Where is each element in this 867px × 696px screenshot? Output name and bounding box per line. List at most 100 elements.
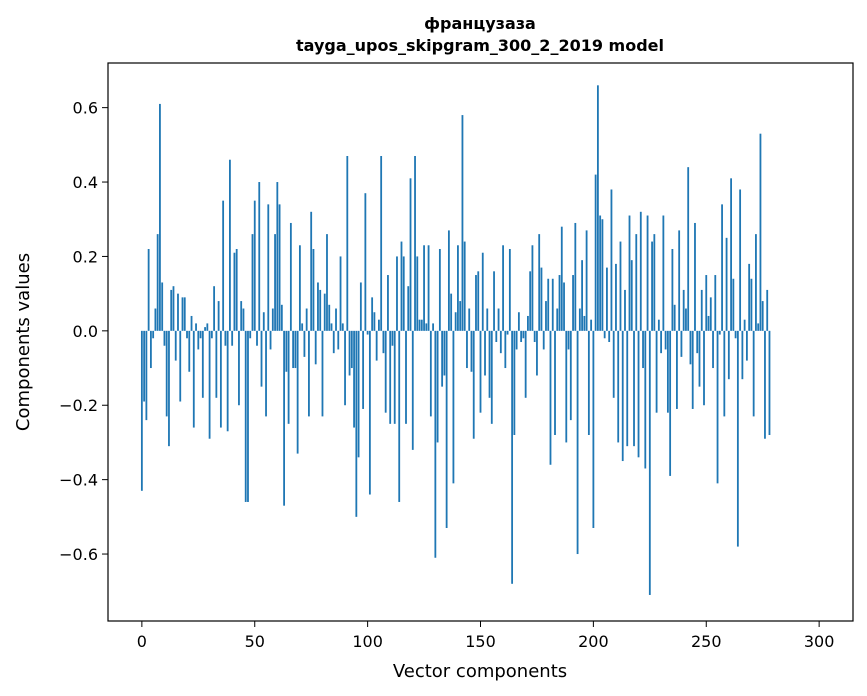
y-tick-label: 0.6 (73, 99, 98, 118)
bar (174, 330, 177, 361)
bar (497, 308, 500, 331)
bar (335, 308, 337, 331)
bar (208, 330, 211, 439)
bar (495, 330, 498, 342)
x-tick-label: 0 (137, 632, 147, 651)
bar (621, 330, 624, 462)
bar (685, 308, 687, 331)
bar (283, 330, 285, 506)
bar (612, 330, 615, 398)
bar (190, 315, 193, 331)
bar (540, 267, 543, 331)
bar (195, 323, 197, 331)
bar (213, 286, 216, 331)
bar (617, 330, 620, 443)
bar (224, 330, 227, 346)
bar (608, 330, 611, 342)
bar (761, 301, 764, 331)
bar (375, 330, 378, 361)
bar (235, 249, 238, 331)
bar (479, 330, 482, 413)
bar (533, 330, 536, 342)
bar (572, 275, 574, 331)
bar (443, 330, 446, 376)
bar (432, 323, 434, 331)
bar (680, 330, 683, 357)
chart-subtitle: tayga_upos_skipgram_300_2_2019 model (296, 36, 664, 55)
bar (601, 219, 604, 331)
bar (660, 330, 663, 354)
bar (420, 319, 423, 331)
bar (400, 241, 403, 331)
bar (626, 330, 629, 447)
bar (716, 330, 719, 484)
y-tick-label: −0.2 (59, 396, 98, 415)
bar (603, 330, 606, 339)
bar (727, 330, 730, 380)
bar (450, 293, 453, 331)
bar (308, 330, 310, 417)
bar (549, 330, 552, 465)
bar (409, 178, 412, 331)
bar (355, 330, 358, 517)
bar (188, 330, 191, 372)
bar (513, 330, 516, 435)
bar (691, 330, 694, 409)
bar (143, 330, 146, 402)
y-tick-label: 0.2 (73, 247, 98, 266)
bar (664, 330, 667, 350)
bar (536, 330, 538, 376)
bar (723, 330, 726, 417)
bar (382, 330, 385, 354)
bar (348, 330, 351, 376)
bar (752, 330, 755, 417)
bar (517, 312, 520, 331)
bar (242, 308, 245, 331)
bar (154, 308, 157, 331)
bar (565, 330, 568, 443)
bar (705, 275, 708, 331)
bar (696, 330, 699, 354)
bar (310, 211, 313, 331)
bar (461, 115, 464, 331)
bar (592, 330, 595, 528)
bar (477, 271, 480, 331)
bar (276, 182, 279, 331)
bar (560, 226, 563, 331)
bar (231, 330, 234, 346)
bar (730, 178, 732, 331)
bar (630, 260, 633, 331)
bar (447, 230, 450, 331)
x-tick-label: 250 (691, 632, 722, 651)
bar (689, 330, 692, 365)
bar (267, 204, 270, 331)
bar (384, 330, 387, 413)
bar (179, 330, 182, 402)
bar (578, 308, 581, 331)
bar (251, 234, 254, 331)
bar (364, 193, 367, 331)
bar (657, 319, 660, 331)
bar (700, 289, 703, 331)
bar (707, 315, 710, 331)
bar (416, 256, 419, 331)
bar (457, 245, 459, 331)
bar (298, 245, 301, 331)
bar (741, 330, 744, 380)
bar (734, 330, 737, 339)
bar (502, 245, 504, 331)
bar (748, 263, 751, 331)
bar (226, 330, 229, 432)
bar (260, 330, 263, 387)
bar (411, 330, 414, 450)
bar (346, 156, 349, 331)
bar (305, 308, 308, 331)
bar (165, 330, 168, 417)
bar (373, 312, 376, 331)
bar (567, 330, 570, 350)
bar (312, 249, 315, 331)
bar (161, 282, 164, 331)
bar (615, 263, 617, 331)
bar (682, 289, 685, 331)
bar (156, 234, 159, 331)
